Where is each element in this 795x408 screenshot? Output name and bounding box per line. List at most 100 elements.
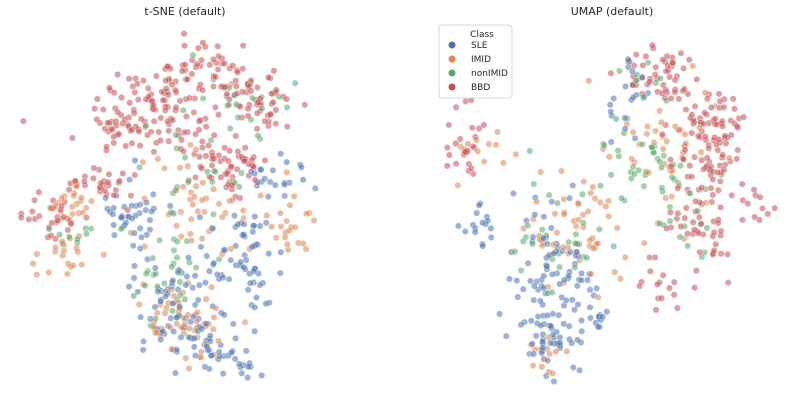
point-bbd	[756, 193, 764, 201]
point-imid	[611, 268, 619, 276]
point-bbd	[283, 95, 290, 103]
point-imid	[202, 295, 210, 303]
point-bbd	[724, 279, 732, 287]
point-sle	[157, 297, 165, 305]
point-imid	[689, 62, 697, 70]
point-sle	[159, 327, 167, 335]
point-bbd	[733, 122, 741, 130]
point-sle	[550, 378, 558, 385]
point-sle	[191, 272, 199, 280]
tsne-panel: t-SNE (default)	[17, 5, 319, 382]
point-imid	[185, 364, 193, 372]
point-sle	[177, 333, 185, 341]
point-sle	[513, 277, 521, 285]
point-sle	[209, 225, 217, 233]
point-nonimid	[656, 220, 664, 228]
point-bbd	[145, 93, 153, 101]
point-sle	[539, 338, 546, 346]
point-bbd	[64, 226, 72, 234]
point-nonimid	[142, 270, 150, 278]
point-bbd	[688, 111, 696, 119]
point-sle	[532, 332, 540, 340]
point-imid	[602, 202, 610, 210]
point-bbd	[25, 215, 33, 223]
point-nonimid	[666, 217, 674, 225]
point-sle	[277, 248, 285, 256]
point-imid	[192, 146, 200, 153]
point-bbd	[666, 73, 674, 81]
point-sle	[227, 256, 235, 264]
point-nonimid	[607, 171, 615, 179]
point-nonimid	[170, 246, 178, 254]
point-bbd	[652, 63, 660, 71]
point-bbd	[691, 153, 698, 161]
point-imid	[480, 158, 488, 166]
point-sle	[594, 323, 602, 331]
point-bbd	[267, 110, 275, 118]
point-bbd	[721, 132, 729, 140]
point-sle	[530, 282, 538, 290]
point-bbd	[186, 94, 194, 102]
point-nonimid	[511, 248, 519, 256]
point-sle	[189, 313, 197, 321]
point-sle	[213, 271, 221, 278]
point-nonimid	[657, 164, 665, 172]
tsne-title: t-SNE (default)	[144, 5, 225, 18]
point-bbd	[251, 176, 259, 184]
point-nonimid	[152, 270, 160, 278]
point-sle	[461, 228, 469, 235]
point-sle	[578, 276, 586, 284]
point-sle	[539, 330, 547, 338]
point-imid	[560, 210, 568, 218]
point-imid	[179, 183, 187, 191]
point-sle	[568, 296, 576, 304]
point-imid	[585, 77, 593, 85]
point-nonimid	[199, 95, 207, 102]
point-bbd	[28, 208, 36, 215]
point-bbd	[607, 69, 615, 77]
point-sle	[530, 350, 538, 358]
point-imid	[190, 193, 198, 201]
point-nonimid	[668, 173, 676, 181]
point-bbd	[105, 170, 113, 178]
point-sle	[170, 328, 178, 335]
point-bbd	[139, 77, 147, 85]
point-sle	[139, 346, 147, 354]
point-bbd	[696, 248, 704, 256]
point-sle	[134, 288, 142, 296]
point-bbd	[199, 39, 207, 47]
point-bbd	[680, 64, 687, 72]
point-bbd	[223, 170, 231, 178]
point-bbd	[270, 67, 278, 75]
point-sle	[131, 262, 138, 270]
tsne-points	[17, 30, 319, 382]
point-sle	[547, 224, 555, 232]
point-imid	[291, 223, 299, 231]
point-bbd	[469, 142, 477, 150]
point-sle	[102, 194, 110, 202]
point-sle	[574, 336, 581, 344]
point-bbd	[176, 97, 184, 105]
point-sle	[540, 213, 548, 221]
point-bbd	[157, 137, 164, 144]
point-imid	[70, 192, 78, 200]
point-imid	[512, 150, 520, 158]
point-sle	[110, 231, 118, 239]
point-bbd	[194, 44, 202, 52]
point-bbd	[215, 52, 222, 60]
point-imid	[241, 318, 249, 326]
point-bbd	[90, 164, 98, 172]
point-sle	[530, 296, 538, 304]
point-bbd	[658, 130, 666, 138]
point-sle	[191, 352, 199, 359]
point-sle	[210, 259, 218, 267]
point-bbd	[452, 103, 460, 111]
point-bbd	[663, 224, 671, 232]
point-imid	[187, 215, 195, 223]
point-bbd	[667, 94, 675, 102]
point-sle	[238, 369, 246, 377]
point-imid	[676, 126, 684, 134]
point-bbd	[93, 115, 101, 123]
point-sle	[185, 254, 192, 262]
point-sle	[138, 233, 145, 241]
